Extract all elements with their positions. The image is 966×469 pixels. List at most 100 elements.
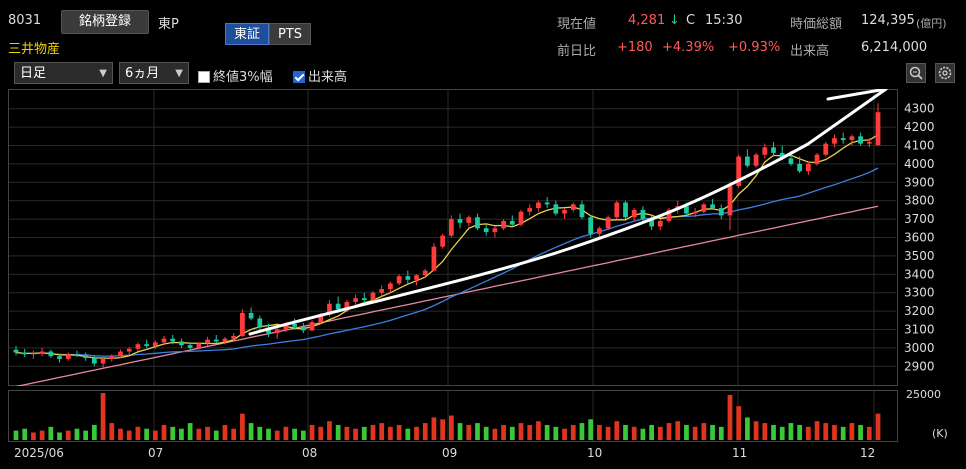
price-time: 15:30 (705, 13, 743, 28)
volume-bar (805, 426, 811, 440)
volume-bar (135, 426, 141, 440)
volume-bar (736, 406, 742, 440)
candle-body (39, 351, 45, 354)
volume-checkbox[interactable]: 出来高 (293, 66, 347, 85)
volume-bar (640, 428, 646, 440)
candle-body (100, 358, 106, 364)
candle-body (222, 338, 228, 342)
candle-body (866, 141, 872, 144)
change-value: +180 (617, 40, 653, 55)
candle-body (440, 235, 446, 247)
period-select[interactable]: 日足 ▼ (14, 62, 113, 84)
volume-bar (509, 426, 515, 440)
candle-body (527, 208, 533, 212)
range-select[interactable]: 6ヵ月 ▼ (119, 62, 189, 84)
y-tick-label: 3100 (904, 322, 935, 336)
volume-bar (240, 413, 245, 440)
trend-curve-annotation (248, 89, 888, 336)
price-chart[interactable]: 4300 4200 4100 4000 3900 3800 3700 3600 3500 3400… (8, 89, 966, 386)
candle-body (91, 358, 97, 364)
y-tick-label: 3600 (904, 231, 935, 245)
tab-tosho[interactable]: 東証 (225, 23, 269, 45)
volume-chart[interactable]: 25000 (K) 2025/06 07 08 09 10 11 12 (8, 390, 966, 469)
volume-bar (292, 428, 297, 440)
volume-bar (257, 426, 263, 440)
candle-body (327, 303, 332, 315)
volume-bar (118, 428, 123, 440)
volume-bar (771, 424, 776, 440)
candle-body (57, 356, 62, 359)
mcap-unit: (億円) (916, 17, 947, 30)
volume-bar (344, 426, 350, 440)
candle-body (196, 343, 202, 348)
volume-bar (22, 428, 28, 440)
tab-pts[interactable]: PTS (269, 23, 311, 45)
volume-bar (675, 421, 681, 440)
limit-checkbox[interactable]: 終値3%幅 (198, 66, 273, 85)
register-button[interactable]: 銘柄登録 (61, 10, 149, 34)
candle-body (309, 322, 315, 331)
volume-bar (213, 430, 219, 440)
volume-bar (100, 393, 106, 440)
volume-bar (83, 430, 89, 440)
checkbox-checked-icon[interactable] (293, 71, 305, 83)
volume-bar (562, 428, 567, 440)
candle-body (83, 355, 89, 359)
change-label: 前日比 (557, 44, 597, 59)
volume-bar (553, 426, 559, 440)
candle-body (353, 298, 358, 302)
candle-body (640, 209, 646, 220)
candle-body (379, 289, 385, 293)
candle-body (518, 211, 524, 225)
candle-body (779, 152, 785, 159)
candle-body (553, 204, 559, 214)
checkbox-icon[interactable] (198, 71, 210, 83)
volume-bar (187, 423, 193, 440)
candle-body (414, 275, 419, 280)
volume-bar (718, 426, 724, 440)
candle-body (718, 208, 724, 216)
candle-body (152, 342, 158, 347)
x-tick-label: 12 (860, 446, 875, 460)
y-tick-label: 3300 (904, 286, 935, 300)
chevron-down-icon: ▼ (99, 68, 107, 79)
x-tick-label: 10 (587, 446, 602, 460)
volume-bar (170, 426, 176, 440)
zoom-button[interactable] (906, 63, 926, 83)
candle-body (823, 143, 829, 155)
volume-bar (631, 426, 637, 440)
volume-bar (196, 428, 202, 440)
volume-bar (300, 430, 306, 440)
volume-bar (466, 424, 472, 440)
candle-body (509, 220, 515, 225)
settings-button[interactable] (935, 63, 955, 83)
volume-bar (422, 423, 428, 440)
candle-body (501, 220, 506, 229)
volume-bar (875, 413, 881, 440)
volume-bar (753, 421, 759, 440)
volume-bar (788, 423, 794, 440)
candle-body (623, 202, 628, 218)
volume-bar (152, 430, 158, 440)
candle-body (762, 147, 768, 155)
range-select-value: 6ヵ月 (125, 66, 160, 81)
volume-bar (588, 419, 594, 440)
candle-body (475, 217, 480, 229)
candle-body (536, 202, 541, 209)
candle-body (745, 156, 750, 166)
volume-bar (536, 421, 541, 440)
candle-body (570, 204, 576, 210)
volume-bar (431, 417, 437, 440)
candle-body (318, 314, 324, 323)
volume-bar (126, 430, 132, 440)
chevron-down-icon: ▼ (175, 68, 183, 79)
candle-body (684, 206, 689, 214)
candle-body (283, 323, 289, 330)
candle-body (736, 156, 742, 186)
volume-bar (74, 428, 80, 440)
change-percent-2: +0.93% (728, 40, 781, 55)
candle-body (631, 209, 637, 218)
volume-axis-max: 25000 (906, 390, 941, 401)
volume-bar (231, 428, 237, 440)
volume-bar (666, 423, 672, 440)
